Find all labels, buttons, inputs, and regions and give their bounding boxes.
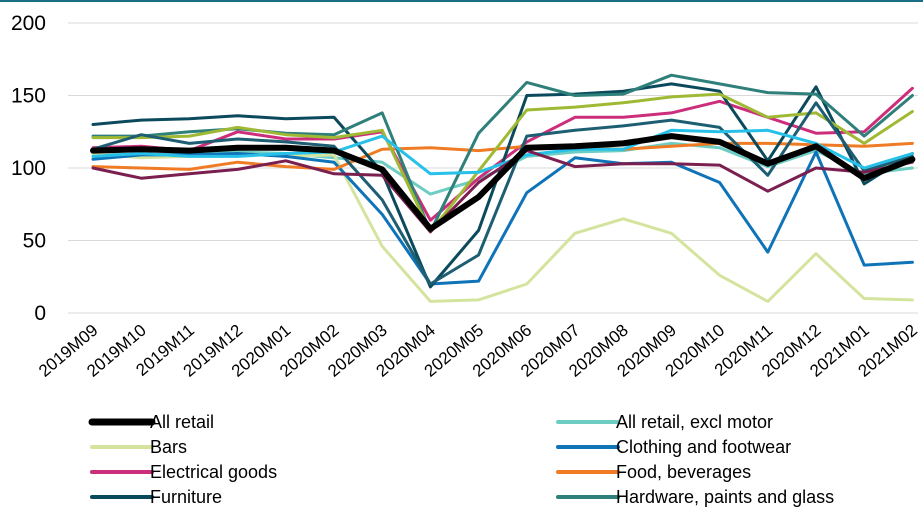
legend-label: All retail, excl motor — [616, 412, 773, 432]
y-tick-label: 100 — [11, 157, 46, 180]
legend-label: Bars — [150, 437, 187, 457]
legend-label: All retail — [150, 412, 214, 432]
series-line-0 — [90, 133, 916, 232]
legend-label: Food, beverages — [616, 462, 751, 482]
legend-label: Electrical goods — [150, 462, 277, 482]
series-line-5 — [91, 141, 914, 171]
y-axis-ticks: 0 50 100 150 200 — [11, 12, 46, 325]
series-lines — [90, 73, 916, 303]
legend-label: Furniture — [150, 487, 222, 507]
legend-label: Clothing and footwear — [616, 437, 791, 457]
legend-label: Hardware, paints and glass — [616, 487, 834, 507]
y-tick-label: 50 — [23, 230, 46, 253]
legend: All retail All retail, excl motor Bars Clot… — [88, 412, 834, 507]
series-line-11 — [91, 149, 914, 234]
x-axis-ticks: 2019M092019M102019M112019M122020M012020M… — [35, 321, 921, 381]
top-accent-bar — [0, 0, 923, 2]
series-line-3 — [91, 150, 914, 286]
y-tick-label: 200 — [11, 12, 46, 35]
y-tick-label: 0 — [34, 302, 46, 325]
y-tick-label: 150 — [11, 85, 46, 108]
series-line-10 — [91, 128, 914, 176]
series-line-8 — [91, 92, 914, 234]
